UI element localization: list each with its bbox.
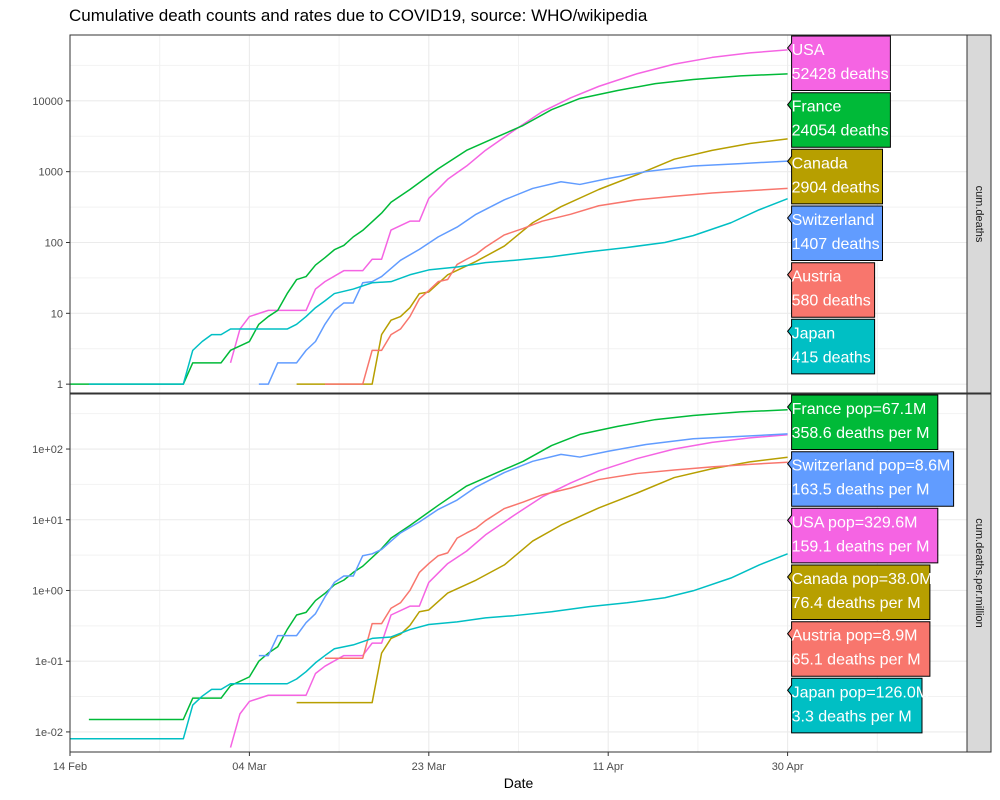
- direct-label-name: Switzerland: [792, 212, 875, 229]
- direct-label-name: USA pop=329.6M: [792, 514, 918, 531]
- panel-cum.deaths.per.million: 1e-02 1e-01 1e+00 1e+01 1e+02 France pop=67.1…: [32, 393, 992, 753]
- direct-label-box: [786, 451, 955, 507]
- direct-label-france: France pop=67.1M 358.6 deaths per M: [786, 394, 939, 450]
- series-line-switzerland: [258, 433, 788, 657]
- y-tick-label: 1: [57, 379, 63, 391]
- y-tick-label: 100: [45, 237, 63, 249]
- direct-label-value: 358.6 deaths per M: [792, 425, 930, 442]
- y-tick-label: 10000: [32, 96, 63, 108]
- y-tick-label: 1e+00: [32, 585, 63, 597]
- x-axis: 14 Feb 04 Mar 23 Mar 11 Apr 30 Apr: [53, 752, 804, 773]
- strip-label: cum.deaths: [973, 186, 985, 243]
- direct-label-france: France 24054 deaths: [786, 92, 891, 148]
- direct-label-box: [786, 318, 876, 375]
- y-tick-label: 1e+02: [32, 444, 63, 456]
- direct-label-usa: USA 52428 deaths: [786, 35, 891, 91]
- direct-label-box: [786, 148, 883, 205]
- direct-label-usa: USA pop=329.6M 159.1 deaths per M: [786, 507, 939, 564]
- x-axis-title: Date: [504, 775, 534, 791]
- x-tick-label: 30 Apr: [772, 761, 804, 773]
- direct-label-box: [786, 621, 931, 677]
- direct-label-value: 580 deaths: [792, 293, 871, 310]
- direct-label-value: 76.4 deaths per M: [792, 595, 921, 612]
- direct-label-value: 52428 deaths: [792, 66, 889, 83]
- strip-background: [966, 393, 992, 753]
- direct-label-box: [786, 92, 891, 148]
- series-line-usa: [229, 49, 788, 364]
- direct-label-value: 2904 deaths: [792, 179, 880, 196]
- y-tick-label: 10: [51, 308, 63, 320]
- y-tick-label: 1e-02: [35, 727, 63, 739]
- x-tick-label: 11 Apr: [593, 761, 624, 773]
- x-tick-label: 04 Mar: [232, 761, 267, 773]
- direct-label-name: Austria: [792, 269, 842, 286]
- series-line-austria: [324, 461, 788, 660]
- direct-label-box: [786, 35, 891, 91]
- direct-label-name: Switzerland pop=8.6M: [792, 458, 951, 475]
- direct-label-value: 159.1 deaths per M: [792, 538, 930, 555]
- direct-label-box: [786, 564, 931, 620]
- direct-label-name: Austria pop=8.9M: [792, 628, 918, 645]
- direct-label-box: [786, 262, 876, 318]
- y-tick-label: 1e-01: [35, 656, 63, 668]
- y-tick-label: 1e+01: [32, 515, 63, 527]
- direct-label-value: 163.5 deaths per M: [792, 482, 930, 499]
- series-line-japan: [70, 553, 788, 740]
- direct-label-name: USA: [792, 42, 825, 59]
- direct-label-canada: Canada 2904 deaths: [786, 148, 883, 205]
- direct-label-japan: Japan 415 deaths: [786, 318, 876, 375]
- direct-label-value: 24054 deaths: [792, 123, 889, 140]
- direct-label-name: Canada: [792, 155, 848, 172]
- direct-label-name: Canada pop=38.0M: [792, 571, 933, 588]
- y-tick-label: 1000: [39, 167, 63, 179]
- direct-label-value: 65.1 deaths per M: [792, 652, 921, 669]
- strip-background: [966, 34, 992, 394]
- series-line-usa: [229, 434, 788, 748]
- direct-label-box: [786, 394, 939, 450]
- direct-label-japan: Japan pop=126.0M 3.3 deaths per M: [786, 677, 929, 734]
- direct-label-box: [786, 205, 883, 261]
- direct-label-name: France: [792, 99, 842, 116]
- direct-label-canada: Canada pop=38.0M 76.4 deaths per M: [786, 564, 933, 620]
- series-line-austria: [324, 187, 788, 385]
- strip-label: cum.deaths.per.million: [973, 518, 985, 627]
- series-line-france: [70, 73, 788, 385]
- x-tick-label: 23 Mar: [412, 761, 447, 773]
- panel-cum.deaths: 1 10 100 1000 10000 USA 52428 deaths France 2405…: [32, 34, 992, 394]
- direct-label-box: [786, 677, 923, 734]
- series-line-japan: [88, 198, 788, 385]
- direct-label-name: France pop=67.1M: [792, 401, 927, 418]
- series-line-switzerland: [258, 160, 788, 385]
- direct-label-value: 1407 deaths: [792, 236, 880, 253]
- series-line-canada: [296, 456, 788, 704]
- direct-label-name: Japan pop=126.0M: [792, 684, 929, 701]
- direct-label-name: Japan: [792, 325, 836, 342]
- direct-label-value: 415 deaths: [792, 349, 871, 366]
- chart-title: Cumulative death counts and rates due to…: [69, 6, 648, 25]
- direct-label-box: [786, 507, 939, 564]
- x-tick-label: 14 Feb: [53, 761, 87, 773]
- direct-label-switzerland: Switzerland pop=8.6M 163.5 deaths per M: [786, 451, 955, 507]
- direct-label-switzerland: Switzerland 1407 deaths: [786, 205, 883, 261]
- direct-label-austria: Austria 580 deaths: [786, 262, 876, 318]
- direct-label-value: 3.3 deaths per M: [792, 708, 912, 725]
- direct-label-austria: Austria pop=8.9M 65.1 deaths per M: [786, 621, 931, 677]
